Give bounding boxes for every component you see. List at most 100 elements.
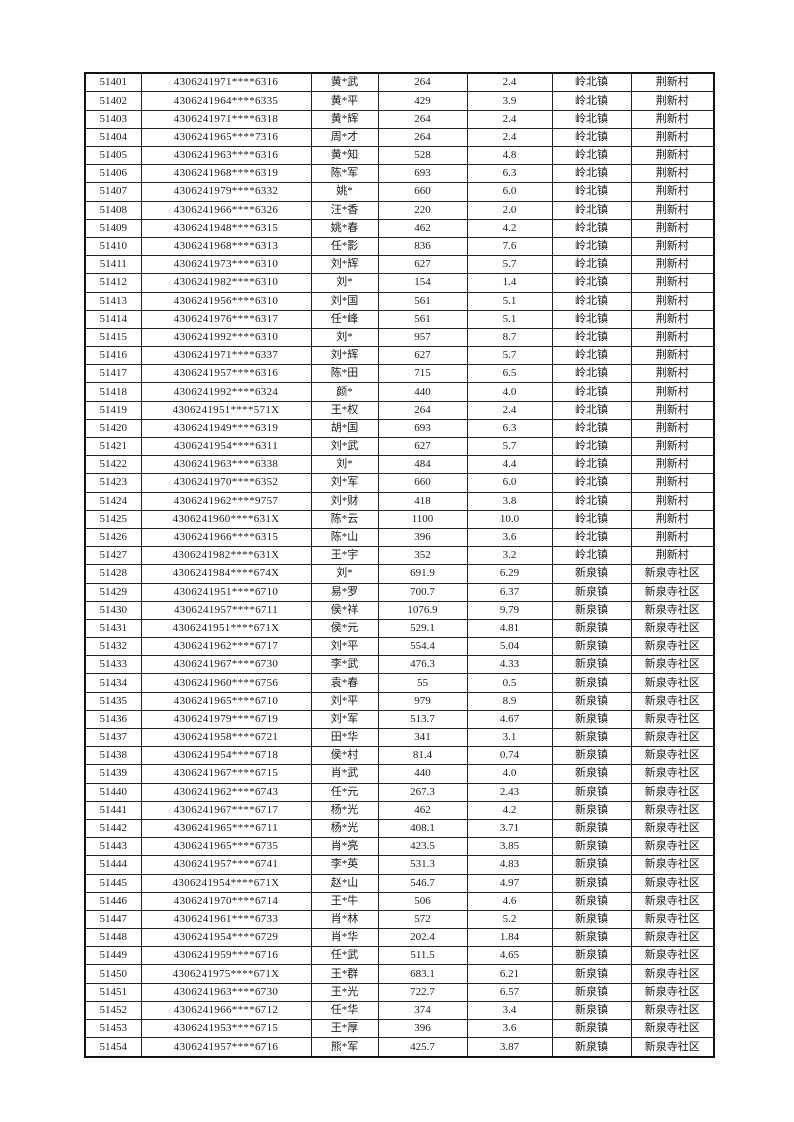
cell-masked-name: 刘*财	[310, 491, 379, 511]
cell-serial-number: 51434	[84, 673, 142, 693]
cell-village: 新泉寺社区	[630, 637, 715, 657]
cell-masked-id-number: 4306241957****6711	[140, 600, 312, 620]
cell-masked-name: 姚*	[310, 182, 379, 202]
cell-value: 4.83	[466, 855, 553, 875]
cell-serial-number: 51435	[84, 691, 142, 711]
cell-village: 荆新村	[630, 364, 715, 384]
cell-serial-number: 51437	[84, 727, 142, 748]
cell-amount: 561	[377, 309, 468, 329]
table-row: 51412 4306241982****6310 刘* 154 1.4 岭北镇 荆新村	[84, 273, 715, 293]
cell-town: 新泉镇	[551, 837, 632, 857]
cell-masked-id-number: 4306241992****6324	[140, 382, 312, 402]
cell-masked-name: 肖*武	[310, 764, 379, 784]
cell-village: 荆新村	[630, 255, 715, 275]
cell-masked-name: 李*武	[310, 655, 379, 675]
cell-village: 荆新村	[630, 546, 715, 566]
cell-masked-name: 刘*武	[310, 436, 379, 457]
table-row: 51402 4306241964****6335 黄*平 429 3.9 岭北镇 荆新村	[84, 91, 715, 111]
cell-masked-id-number: 4306241963****6316	[140, 145, 312, 166]
cell-masked-name: 刘*军	[310, 709, 379, 730]
cell-town: 岭北镇	[551, 527, 632, 548]
cell-town: 新泉镇	[551, 727, 632, 748]
cell-serial-number: 51436	[84, 709, 142, 730]
cell-value: 6.3	[466, 418, 553, 439]
table-row: 51443 4306241965****6735 肖*亮 423.5 3.85 新泉镇 新泉…	[84, 837, 715, 857]
cell-masked-name: 杨*光	[310, 800, 379, 820]
cell-amount: 154	[377, 273, 468, 293]
cell-masked-id-number: 4306241976****6317	[140, 309, 312, 329]
cell-amount: 462	[377, 800, 468, 820]
cell-masked-id-number: 4306241979****6332	[140, 182, 312, 202]
table-row: 51447 4306241961****6733 肖*林 572 5.2 新泉镇 新泉寺社区	[84, 909, 715, 930]
cell-value: 4.0	[466, 382, 553, 402]
cell-masked-id-number: 4306241953****6715	[140, 1018, 312, 1039]
cell-serial-number: 51425	[84, 509, 142, 529]
table-row: 51406 4306241968****6319 陈*军 693 6.3 岭北镇 荆新村	[84, 164, 715, 184]
cell-amount: 264	[377, 127, 468, 148]
cell-serial-number: 51421	[84, 436, 142, 457]
cell-town: 岭北镇	[551, 436, 632, 457]
cell-value: 6.5	[466, 364, 553, 384]
cell-value: 4.6	[466, 891, 553, 911]
records-table-body: 51401 4306241971****6316 黄*武 264 2.4 岭北镇 荆新村 51…	[84, 72, 715, 1058]
cell-town: 岭北镇	[551, 309, 632, 329]
cell-amount: 683.1	[377, 964, 468, 984]
cell-masked-name: 周*才	[310, 127, 379, 148]
cell-town: 新泉镇	[551, 746, 632, 766]
cell-town: 岭北镇	[551, 346, 632, 366]
cell-masked-id-number: 4306241992****6310	[140, 327, 312, 348]
cell-town: 岭北镇	[551, 546, 632, 566]
cell-masked-id-number: 4306241964****6335	[140, 91, 312, 111]
cell-value: 6.0	[466, 182, 553, 202]
cell-masked-name: 任*元	[310, 782, 379, 802]
cell-masked-name: 任*武	[310, 946, 379, 966]
cell-village: 荆新村	[630, 236, 715, 257]
table-row: 51435 4306241965****6710 刘*平 979 8.9 新泉镇 新泉寺社区	[84, 691, 715, 711]
cell-masked-id-number: 4306241954****6311	[140, 436, 312, 457]
cell-masked-name: 任*峰	[310, 309, 379, 329]
cell-village: 新泉寺社区	[630, 727, 715, 748]
cell-serial-number: 51454	[84, 1037, 142, 1058]
cell-value: 2.4	[466, 400, 553, 420]
cell-village: 新泉寺社区	[630, 1000, 715, 1021]
cell-value: 5.7	[466, 255, 553, 275]
cell-serial-number: 51414	[84, 309, 142, 329]
cell-village: 新泉寺社区	[630, 928, 715, 948]
cell-town: 岭北镇	[551, 473, 632, 493]
cell-amount: 1100	[377, 509, 468, 529]
table-row: 51436 4306241979****6719 刘*军 513.7 4.67 新泉镇 新泉…	[84, 709, 715, 730]
cell-serial-number: 51452	[84, 1000, 142, 1021]
cell-village: 新泉寺社区	[630, 709, 715, 730]
cell-masked-name: 肖*林	[310, 909, 379, 930]
cell-masked-id-number: 4306241971****6316	[140, 72, 312, 93]
cell-serial-number: 51413	[84, 291, 142, 311]
cell-amount: 440	[377, 764, 468, 784]
cell-village: 荆新村	[630, 473, 715, 493]
cell-value: 7.6	[466, 236, 553, 257]
cell-value: 0.5	[466, 673, 553, 693]
cell-value: 4.81	[466, 618, 553, 639]
cell-masked-name: 田*华	[310, 727, 379, 748]
cell-masked-id-number: 4306241963****6730	[140, 982, 312, 1002]
cell-town: 新泉镇	[551, 709, 632, 730]
cell-town: 新泉镇	[551, 582, 632, 602]
cell-value: 8.7	[466, 327, 553, 348]
cell-amount: 440	[377, 382, 468, 402]
cell-masked-name: 刘*辉	[310, 255, 379, 275]
cell-masked-id-number: 4306241951****671X	[140, 618, 312, 639]
cell-masked-name: 刘*辉	[310, 346, 379, 366]
cell-value: 3.85	[466, 837, 553, 857]
table-row: 51416 4306241971****6337 刘*辉 627 5.7 岭北镇 荆新村	[84, 346, 715, 366]
cell-masked-id-number: 4306241967****6730	[140, 655, 312, 675]
cell-masked-name: 肖*华	[310, 928, 379, 948]
cell-value: 2.4	[466, 127, 553, 148]
cell-town: 岭北镇	[551, 72, 632, 93]
table-row: 51414 4306241976****6317 任*峰 561 5.1 岭北镇 荆新村	[84, 309, 715, 329]
cell-village: 荆新村	[630, 436, 715, 457]
cell-village: 新泉寺社区	[630, 1037, 715, 1058]
cell-serial-number: 51453	[84, 1018, 142, 1039]
cell-town: 新泉镇	[551, 564, 632, 584]
cell-amount: 506	[377, 891, 468, 911]
table-row: 51451 4306241963****6730 王*光 722.7 6.57 新泉镇 新泉…	[84, 982, 715, 1002]
cell-serial-number: 51420	[84, 418, 142, 439]
